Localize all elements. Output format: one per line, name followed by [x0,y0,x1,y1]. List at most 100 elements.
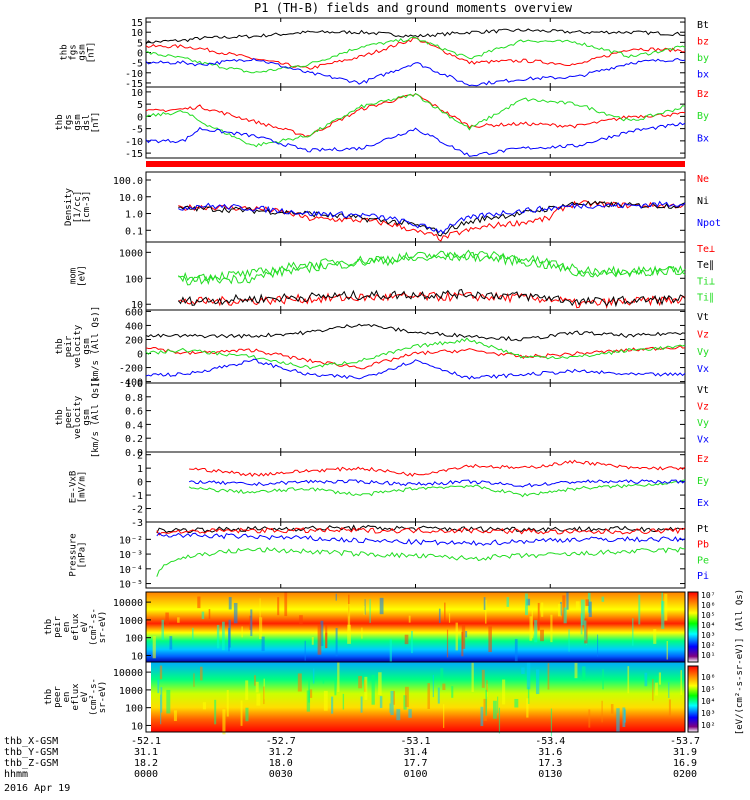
legend-entry: Ne [697,174,709,185]
spectrogram-texture [616,708,620,732]
colorbar-tick: 10³ [701,631,715,640]
spectrogram-texture [222,621,225,651]
y-tick-label: -15 [125,79,143,90]
y-axis-label: gsm [82,338,92,354]
spectrogram-texture [297,673,302,692]
spectrogram-image [151,662,685,732]
spectrogram-texture [197,596,201,609]
y-axis-label: peir [64,335,74,357]
panel-temperature: 1000 100 10 mom [eV] Te⊥ Te∥ Ti⊥ Ti∥ [69,241,715,311]
panel-peer_velocity: 1.0 0.8 0.6 0.4 0.2 0.0 thb peer velocity gsm [km/… [55,377,709,459]
y-axis-label: eV [80,691,90,702]
y-axis-label: sr-eV) [98,611,108,644]
y-tick-label: 10 [131,300,143,311]
y-tick-label: 15 [131,18,143,29]
y-axis-label: thb [44,619,54,635]
colorbar-tick: 10⁴ [701,697,715,706]
legend-entry: Vt [697,312,709,323]
colorbar-label: [eV/(cm²-s-sr-eV)] (All Qs) [735,589,745,735]
series-line-By [145,92,686,148]
spectrogram-texture [581,599,585,626]
spectrogram-texture [191,627,194,640]
y-axis-label: [eV] [78,265,88,287]
spectrogram-texture [331,696,334,714]
series-line-Ex [188,479,686,488]
y-axis-label: gsm [82,409,92,425]
spectrogram-texture [652,679,654,701]
spectrogram-texture [497,696,499,714]
y-axis-label: mom [69,268,79,284]
spectrogram-texture [361,627,363,639]
colorbar-tick: 10³ [701,709,715,718]
spectrogram-texture [334,677,337,696]
y-tick-label: 100.0 [113,176,143,187]
spectrogram-texture [317,624,322,655]
y-tick-label: 0.2 [125,434,143,445]
spectrogram-texture [161,619,164,640]
series-line-Pe [156,546,685,577]
spectrogram-texture [588,601,592,617]
spectrogram-texture [547,663,550,690]
x-row-value: 18.2 [134,758,158,769]
colorbar-tick: 10⁷ [701,591,715,600]
y-tick-label: 10.0 [119,193,143,204]
legend-entry: Bt [697,20,709,31]
y-tick-label: 10 [131,88,143,99]
spectrogram-texture [240,700,243,726]
legend-entry: Pb [697,540,709,551]
colorbar-tick: 10⁵ [701,685,715,694]
colorbar-tick: 10⁶ [701,601,715,610]
spectrogram-texture [320,620,324,646]
series-line-Bz [145,93,686,138]
colorbar-tick: 10¹ [701,651,715,660]
spectrogram-texture [622,707,626,727]
spectrogram-texture [534,620,538,643]
x-row-value: 0000 [134,769,158,780]
x-row-value: -53.4 [535,736,565,747]
spectrogram-texture [601,700,603,723]
spectrogram-texture [524,593,528,616]
y-tick-label: 0 [137,478,143,489]
spectrogram-texture [483,597,486,610]
legend-entry: Ti⊥ [697,276,715,287]
x-row-label: thb_Y-GSM [4,747,58,758]
y-axis-label: eflux [71,683,81,711]
spectrogram-texture [563,607,567,624]
spectrogram-texture [408,615,411,623]
spectrogram-texture [378,672,382,696]
y-tick-label: -2 [131,505,143,516]
y-tick-label: -10 [125,137,143,148]
spectrogram-texture [485,599,487,624]
colorbar-tick: 10⁴ [701,621,715,630]
colorbar-tick: 10² [701,721,715,730]
y-axis-label: thb [55,409,65,425]
spectrogram-texture [165,612,169,626]
spectrogram-texture [216,624,220,649]
spectrogram-texture [437,687,440,704]
spectrogram-texture [259,617,263,640]
x-row-value: 0130 [538,769,562,780]
y-tick-label: 10⁻³ [119,550,143,561]
series-line-Vy [145,337,686,370]
legend-entry: Ti∥ [697,293,714,304]
legend-entry: Bx [697,133,709,144]
y-axis-label: peer [64,406,74,428]
spectrogram-texture [177,617,180,623]
spectrogram-texture [666,640,668,660]
legend-entry: Vx [697,434,709,445]
spectrogram-texture [284,592,288,617]
spectrogram-texture [360,696,363,713]
legend-entry: Vx [697,364,709,375]
spectrogram-texture [438,608,441,623]
spectrogram-texture [527,686,530,704]
x-row-value: 17.3 [538,758,562,769]
spectrogram-texture [638,594,641,625]
spectrogram-texture [664,593,668,621]
spectrogram-texture [222,709,226,735]
y-tick-label: 1000 [119,248,143,259]
x-row-value: 0030 [269,769,293,780]
y-tick-label: 10 [131,651,143,662]
x-row-value: 31.1 [134,747,158,758]
legend-entry: Vz [697,401,709,412]
